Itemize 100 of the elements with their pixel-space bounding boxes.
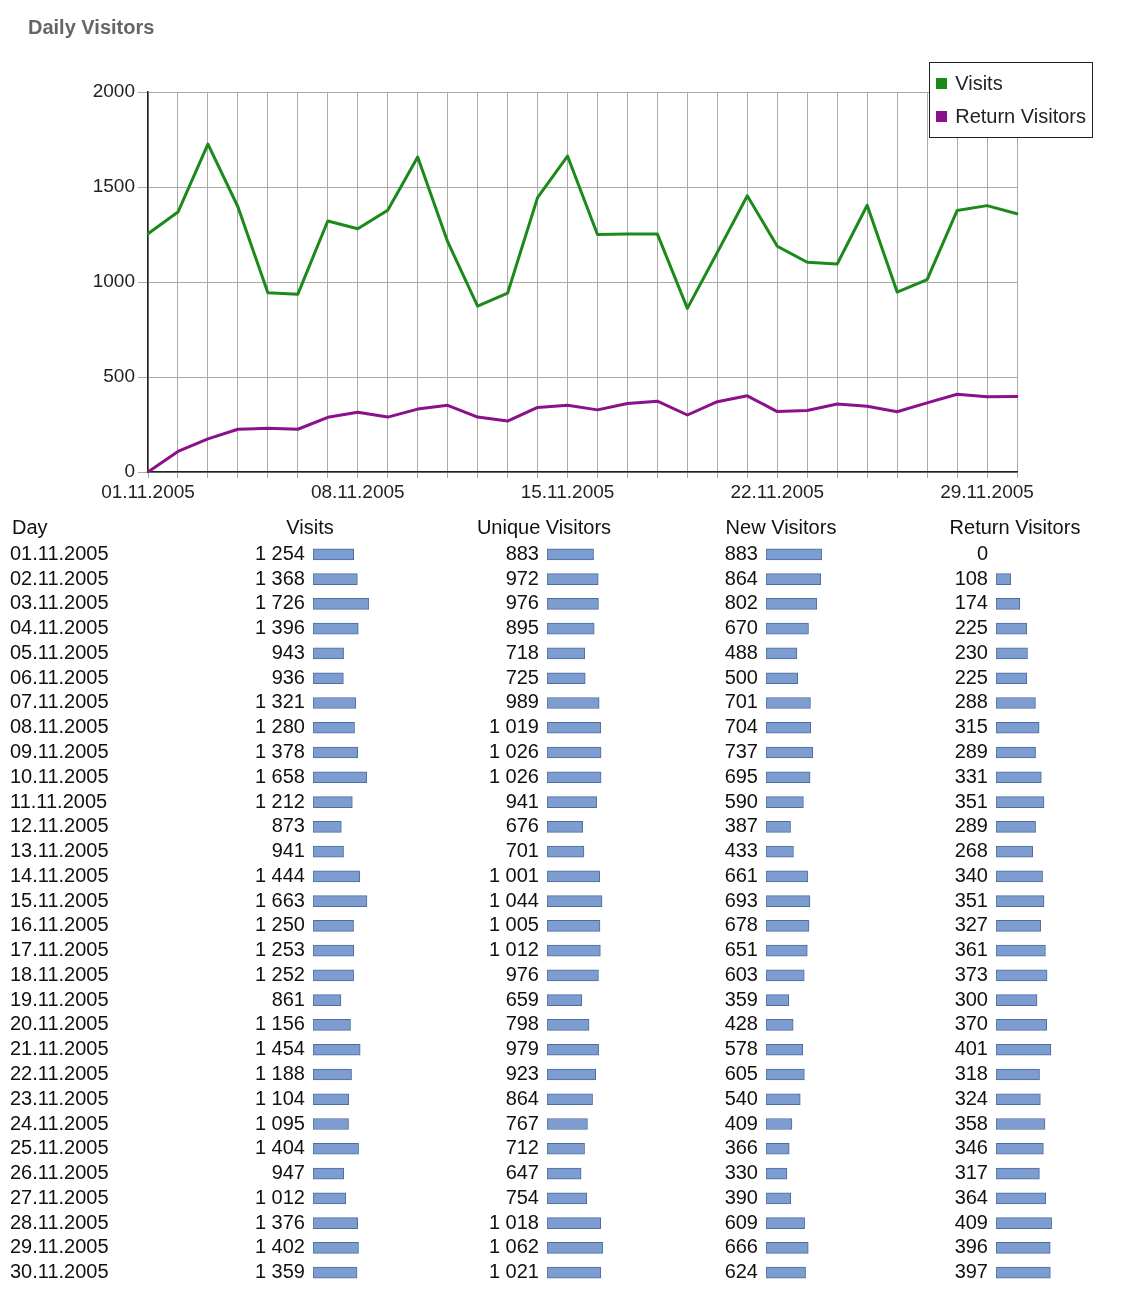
data-label: 1 444 [254, 863, 305, 886]
data-label: 651 [724, 938, 758, 961]
data-label: 1 726 [254, 591, 305, 614]
data-label: 864 [505, 1086, 539, 1109]
y-tick-label: 29.11.2005 [10, 1235, 109, 1258]
data-label: 318 [954, 1062, 988, 1084]
data-label: 409 [954, 1210, 988, 1233]
data-label: 230 [954, 640, 988, 663]
data-label: 861 [271, 987, 305, 1010]
x-tick-label: 15.11.2005 [520, 480, 615, 502]
data-label: 1 252 [254, 962, 305, 985]
data-label: 873 [271, 814, 305, 837]
y-tick-label: 16.11.2005 [10, 913, 109, 936]
data-label: 1 402 [254, 1235, 305, 1258]
data-label: 693 [724, 888, 758, 911]
data-label: 895 [505, 616, 539, 639]
data-label: 676 [505, 814, 539, 837]
y-tick-label: 05.11.2005 [10, 640, 109, 663]
data-label: 428 [724, 1012, 758, 1035]
data-label: 941 [505, 789, 539, 812]
data-label: 1 188 [254, 1062, 305, 1084]
data-label: 500 [724, 665, 758, 688]
y-tick-label: 04.11.2005 [10, 616, 109, 639]
y-tick-label: 07.11.2005 [10, 690, 109, 713]
data-label: 666 [724, 1235, 758, 1258]
data-label: 397 [954, 1260, 988, 1283]
data-label: 1 359 [254, 1260, 305, 1283]
data-label: 976 [505, 591, 539, 614]
data-label: 659 [505, 987, 539, 1010]
data-label: 798 [505, 1012, 539, 1035]
chart-title: Visits [286, 516, 334, 539]
y-tick-label: 01.11.2005 [10, 541, 109, 564]
data-label: 488 [724, 640, 758, 663]
y-tick-label: 27.11.2005 [10, 1185, 109, 1208]
data-label: 989 [505, 690, 539, 713]
data-label: 590 [724, 789, 758, 812]
data-label: 390 [724, 1185, 758, 1208]
y-tick-label: 0 [124, 460, 135, 482]
y-tick-label: 18.11.2005 [10, 962, 109, 985]
y-tick-label: 1500 [92, 175, 135, 197]
data-label: 327 [954, 913, 988, 936]
data-label: 695 [724, 764, 758, 787]
data-label: 324 [954, 1086, 988, 1109]
data-label: 1 026 [488, 764, 539, 787]
data-label: 1 658 [254, 764, 305, 787]
y-tick-label: 30.11.2005 [10, 1260, 109, 1283]
chart-title: Daily Visitors [28, 16, 155, 39]
data-label: 979 [505, 1037, 539, 1060]
data-label: 1 368 [254, 566, 305, 589]
y-axis-title: Day [12, 516, 48, 539]
y-tick-label: 500 [103, 365, 135, 387]
data-label: 1 018 [488, 1210, 539, 1233]
chart-title: Unique Visitors [476, 516, 612, 539]
data-label: 1 321 [254, 690, 305, 713]
data-label: 624 [724, 1260, 758, 1283]
data-label: 725 [505, 665, 539, 688]
data-label: 288 [954, 690, 988, 713]
data-label: 361 [954, 938, 988, 961]
data-label: 941 [271, 839, 305, 862]
legend-label: Return Visitors [955, 105, 1086, 128]
data-label: 1 404 [254, 1136, 305, 1159]
y-tick-label: 26.11.2005 [10, 1161, 109, 1184]
data-label: 1 454 [254, 1037, 305, 1060]
chart-title: New Visitors [725, 516, 837, 539]
data-label: 647 [505, 1161, 539, 1184]
data-label: 670 [724, 616, 758, 639]
data-label: 609 [724, 1210, 758, 1233]
data-label: 1 376 [254, 1210, 305, 1233]
data-label: 802 [724, 591, 758, 614]
data-label: 409 [724, 1111, 758, 1134]
data-label: 1 095 [254, 1111, 305, 1134]
data-label: 712 [505, 1136, 539, 1159]
data-label: 1 012 [254, 1185, 305, 1208]
data-label: 1 378 [254, 740, 305, 763]
data-label: 108 [954, 566, 988, 589]
data-label: 1 062 [488, 1235, 539, 1258]
data-label: 540 [724, 1086, 758, 1109]
data-label: 317 [954, 1161, 988, 1184]
data-label: 340 [954, 863, 988, 886]
data-label: 370 [954, 1012, 988, 1035]
data-label: 1 396 [254, 616, 305, 639]
data-label: 225 [954, 665, 988, 688]
data-label: 972 [505, 566, 539, 589]
data-label: 1 254 [254, 541, 305, 564]
y-tick-label: 12.11.2005 [10, 814, 109, 837]
data-label: 936 [271, 665, 305, 688]
y-tick-label: 10.11.2005 [10, 764, 109, 787]
data-label: 883 [724, 541, 758, 564]
y-tick-label: 09.11.2005 [10, 740, 109, 763]
data-label: 331 [954, 764, 988, 787]
y-tick-label: 08.11.2005 [10, 715, 109, 738]
data-label: 225 [954, 616, 988, 639]
data-label: 315 [954, 715, 988, 738]
y-tick-label: 28.11.2005 [10, 1210, 109, 1233]
data-label: 864 [724, 566, 758, 589]
data-label: 603 [724, 962, 758, 985]
data-label: 0 [976, 541, 988, 564]
data-label: 1 156 [254, 1012, 305, 1035]
data-label: 1 019 [488, 715, 539, 738]
data-label: 358 [954, 1111, 988, 1134]
